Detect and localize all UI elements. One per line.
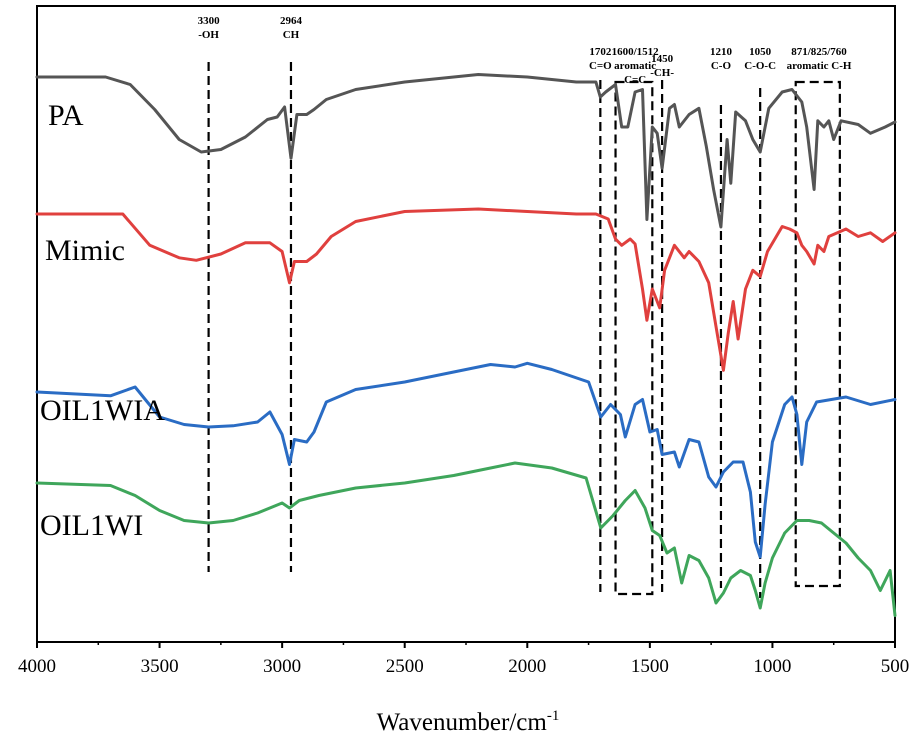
series-line-oil1wi [35,461,897,617]
annotation-2964: 2964 CH [280,15,303,41]
annotation-1600/1512: 1600/1512 aromatic C=C [612,46,660,86]
x-axis-title-sup: -1 [547,708,560,724]
annotation-1702: 1702 C=O [589,46,612,72]
annotation-line: aromatic C-H [787,60,852,72]
annotation-line: 1050 [749,46,772,58]
annotation-line: C=C [624,74,646,86]
series-layer [35,73,897,617]
marker-layer [207,62,841,598]
annotation-871/825/760: 871/825/760 aromatic C-H [787,46,852,72]
x-axis-title: Wavenumber/cm-1 [377,708,560,736]
annotation-line: C-O [711,60,732,72]
x-tick-label-3500: 3500 [141,656,179,677]
annotation-line: 1210 [710,46,733,58]
x-tick-label-1000: 1000 [753,656,791,677]
series-label-mimic: Mimic [45,234,125,267]
series-line-pa [35,73,897,229]
annotation-line: 1702 [589,46,612,58]
annotation-line: aromatic [614,60,656,72]
marker-box-1640-1490 [614,80,654,596]
series-label-oil1wi: OIL1WI [40,509,143,542]
annotation-line: 871/825/760 [791,46,847,58]
plot-frame [36,5,896,643]
series-label-oil1wia: OIL1WIA [40,394,165,427]
annotation-1210: 1210 C-O [710,46,733,72]
annotation-line: -OH [198,29,219,41]
annotation-1050: 1050 C-O-C [744,46,776,72]
x-tick-label-3000: 3000 [263,656,301,677]
series-line-oil1wia [35,361,897,559]
marker-box-905-725 [794,80,841,588]
x-axis: 4000 3500 3000 2500 2000 1500 1000 500 [18,642,909,677]
x-tick-label-2500: 2500 [386,656,424,677]
annotation-line: C=O [589,60,612,72]
x-tick-label-2000: 2000 [508,656,546,677]
x-tick-label-4000: 4000 [18,656,56,677]
annotation-line: C-O-C [744,60,776,72]
annotation-3300: 3300 -OH [198,15,221,41]
annotation-line: 1600/1512 [612,46,660,58]
annotation-1450: 1450 -CH- [650,53,674,79]
annotation-line: 3300 [198,15,221,27]
x-tick-label-1500: 1500 [631,656,669,677]
annotation-line: CH [283,29,300,41]
annotation-line: -CH- [650,67,674,79]
x-tick-label-500: 500 [881,656,910,677]
series-label-layer: PA Mimic OIL1WIA OIL1WI [40,99,165,542]
x-axis-title-text: Wavenumber/cm [377,709,548,736]
annotation-line: 1450 [651,53,674,65]
annotation-line: 2964 [280,15,303,27]
series-line-mimic [35,207,897,372]
series-label-pa: PA [48,99,84,132]
